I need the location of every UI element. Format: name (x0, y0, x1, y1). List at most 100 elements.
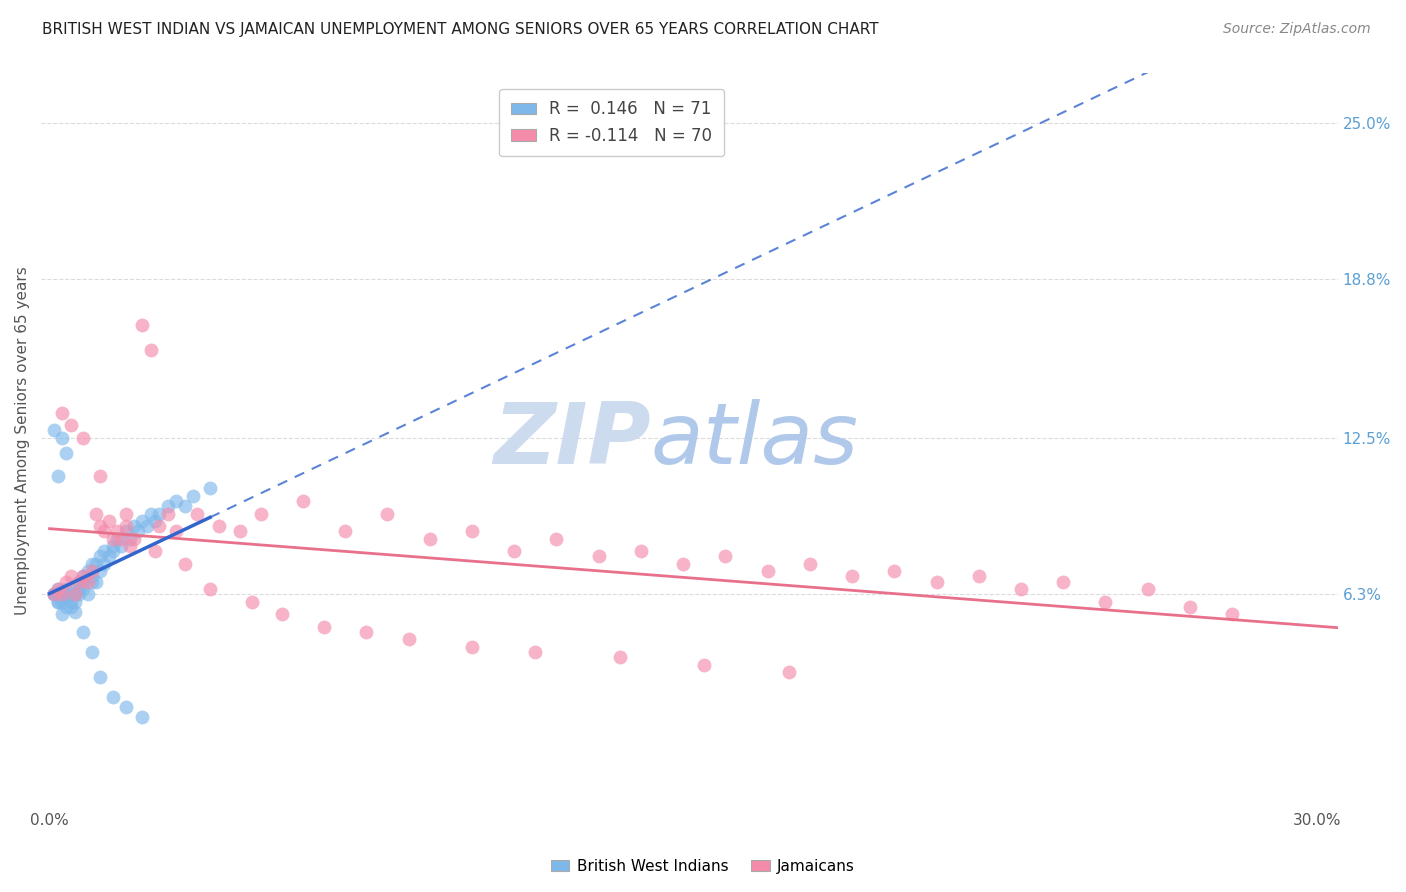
Point (207, 519, 229, 533)
Point (131, 710, 153, 724)
Point (377, 507, 399, 521)
Point (97, 514, 120, 528)
Point (72, 431, 94, 445)
Point (524, 645, 547, 659)
Point (63, 587, 86, 601)
Point (101, 544, 124, 558)
Point (59, 582, 82, 596)
Point (672, 557, 695, 571)
Point (1010, 582, 1032, 596)
Point (51, 607, 73, 622)
Point (335, 524, 357, 538)
Point (80, 569, 103, 583)
Point (84, 507, 107, 521)
Y-axis label: Unemployment Among Seniors over 65 years: Unemployment Among Seniors over 65 years (15, 266, 30, 615)
Point (72, 569, 94, 583)
Text: Source: ZipAtlas.com: Source: ZipAtlas.com (1223, 22, 1371, 37)
Point (51, 431, 73, 445)
Point (59, 418, 82, 433)
Point (186, 507, 208, 521)
Point (59, 587, 82, 601)
Point (46, 582, 69, 596)
Point (63, 605, 86, 619)
Legend: British West Indians, Jamaicans: British West Indians, Jamaicans (544, 853, 862, 880)
Point (139, 343, 162, 357)
Point (80, 557, 103, 571)
Point (55, 582, 77, 596)
Point (72, 582, 94, 596)
Point (270, 607, 292, 622)
Point (110, 539, 132, 553)
Point (693, 657, 716, 672)
Point (51, 590, 73, 604)
Point (42, 587, 65, 601)
Point (89, 565, 111, 579)
Point (67, 582, 90, 596)
Point (314, 620, 336, 634)
Point (156, 499, 179, 513)
Point (42, 587, 65, 601)
Point (110, 532, 132, 546)
Point (165, 494, 187, 508)
Point (228, 524, 250, 538)
Point (148, 507, 170, 521)
Point (114, 519, 136, 533)
Point (55, 587, 77, 601)
Point (42, 424, 65, 438)
Point (249, 507, 271, 521)
Point (80, 565, 103, 579)
Point (46, 587, 69, 601)
Point (67, 574, 90, 589)
Point (46, 468, 69, 483)
Point (114, 700, 136, 714)
Point (59, 569, 82, 583)
Point (89, 549, 111, 564)
Point (84, 557, 107, 571)
Point (55, 590, 77, 604)
Point (1220, 607, 1243, 622)
Point (72, 574, 94, 589)
Point (46, 587, 69, 601)
Legend: R =  0.146   N = 71, R = -0.114   N = 70: R = 0.146 N = 71, R = -0.114 N = 70 (499, 88, 724, 156)
Point (46, 594, 69, 608)
Point (46, 594, 69, 608)
Point (101, 690, 124, 705)
Point (72, 569, 94, 583)
Point (122, 532, 145, 546)
Point (127, 524, 149, 538)
Point (59, 599, 82, 614)
Point (89, 519, 111, 533)
Point (76, 565, 98, 579)
Point (756, 565, 779, 579)
Point (51, 587, 73, 601)
Point (118, 532, 141, 546)
Point (139, 507, 162, 521)
Text: atlas: atlas (651, 399, 859, 482)
Point (93, 544, 115, 558)
Point (118, 539, 141, 553)
Point (80, 574, 103, 589)
Point (46, 582, 69, 596)
Point (143, 514, 166, 528)
Point (419, 532, 441, 546)
Point (101, 532, 124, 546)
Text: ZIP: ZIP (494, 399, 651, 482)
Point (51, 594, 73, 608)
Point (546, 532, 568, 546)
Point (131, 318, 153, 332)
Point (778, 665, 800, 680)
Point (51, 587, 73, 601)
Point (55, 599, 77, 614)
Point (588, 549, 610, 564)
Point (84, 574, 107, 589)
Point (76, 587, 98, 601)
Point (198, 481, 221, 495)
Point (1136, 582, 1159, 596)
Point (76, 574, 98, 589)
Point (114, 524, 136, 538)
Point (105, 524, 128, 538)
Point (398, 632, 420, 647)
Point (51, 406, 73, 420)
Point (93, 557, 115, 571)
Point (89, 670, 111, 684)
